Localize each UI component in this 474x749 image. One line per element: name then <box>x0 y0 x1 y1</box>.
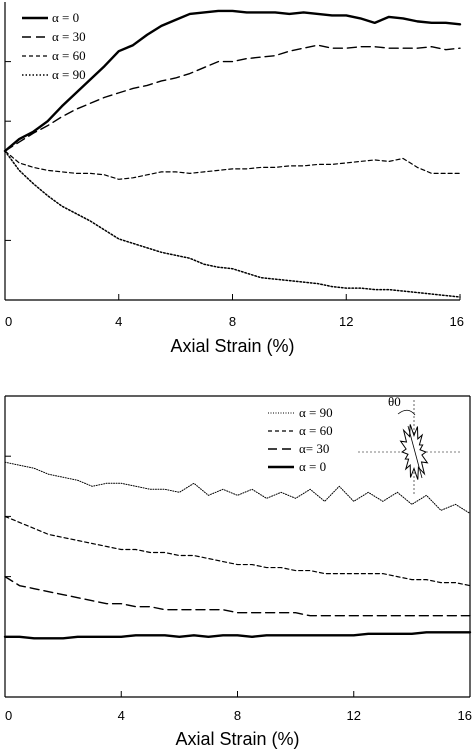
legend-label: α = 90 <box>52 67 86 82</box>
x-axis-label: Axial Strain (%) <box>170 336 294 356</box>
series-line-30 <box>4 44 461 152</box>
x-tick-label: 8 <box>234 708 241 723</box>
theta-label: θ0 <box>388 394 401 409</box>
legend: α = 90 α = 60 α= 30 α = 0 <box>268 405 333 474</box>
legend-label: α = 60 <box>299 423 333 438</box>
series-line-90 <box>4 461 471 514</box>
x-tick-label: 12 <box>339 314 353 329</box>
series-line-0 <box>3 9 462 153</box>
legend-label: α = 0 <box>52 10 79 25</box>
particle-inset-icon: θ0 <box>358 394 462 495</box>
x-tick-label: 4 <box>118 708 125 723</box>
x-tick-label: 0 <box>5 314 12 329</box>
x-tick-label: 12 <box>347 708 361 723</box>
legend-label: α= 30 <box>299 441 329 456</box>
x-axis-label: Axial Strain (%) <box>175 729 299 749</box>
x-tick-label: 4 <box>115 314 122 329</box>
legend-label: α = 60 <box>52 48 86 63</box>
legend-label: α = 30 <box>52 29 86 44</box>
legend-label: α = 90 <box>299 405 333 420</box>
series-line-60 <box>4 150 461 180</box>
series-line-0 <box>3 631 472 640</box>
legend-label: α = 0 <box>299 459 326 474</box>
particle-orientation-line <box>407 425 423 479</box>
x-tick-label: 16 <box>458 708 472 723</box>
x-tick-label: 0 <box>5 708 12 723</box>
series-line-30 <box>4 575 471 617</box>
series-line-90 <box>4 150 461 298</box>
theta-arc <box>397 409 416 416</box>
particle-outline <box>399 424 429 480</box>
x-tick-label: 16 <box>450 314 464 329</box>
legend: α = 0 α = 30 α = 60 α = 90 <box>22 10 86 82</box>
x-tick-label: 8 <box>229 314 236 329</box>
chart-1: 0 4 8 12 16 Axial Strain (%) α = 0 α = 30 α = 60… <box>3 2 464 356</box>
series-line-60 <box>4 515 471 587</box>
chart-2: 0 4 8 12 16 Axial Strain (%) α = 90 α = 60 α= 30… <box>3 394 472 749</box>
